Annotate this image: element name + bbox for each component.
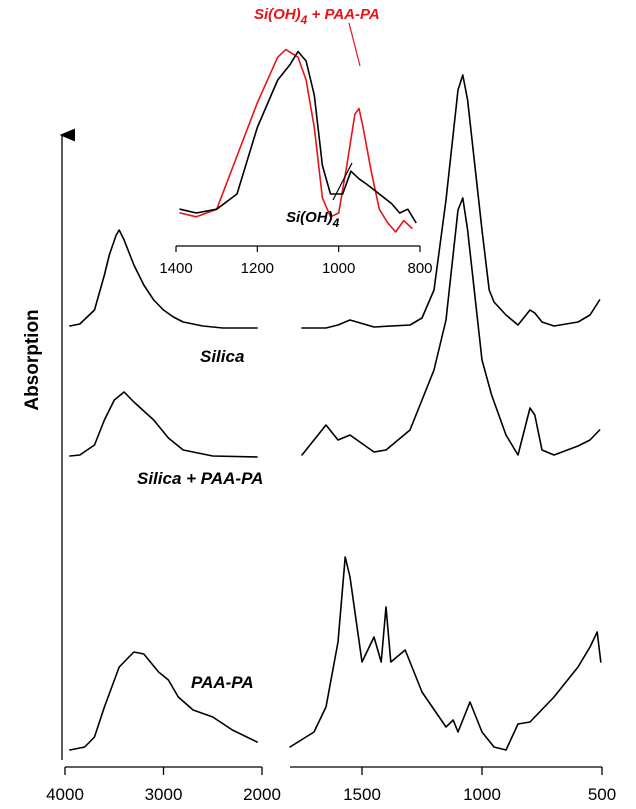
inset-x-tick-label-1400: 1400: [159, 260, 192, 277]
inset-x-tick-label-1000: 1000: [322, 260, 355, 277]
series-line-paa-pa-low: [289, 556, 602, 751]
series-label-silica: Silica: [200, 347, 244, 366]
y-axis-label: Absorption: [22, 309, 43, 410]
series-line-silica-low: [301, 74, 601, 329]
series-label-silica-paa: Silica + PAA-PA: [137, 469, 263, 488]
inset-label-black-pointer: [332, 162, 353, 201]
inset-label-black-subscript: 4: [332, 216, 340, 230]
x-tick-label-2000: 2000: [243, 785, 281, 804]
series-label-paa: PAA-PA: [191, 673, 254, 692]
inset-label-red-pointer: [348, 22, 361, 67]
inset-chart: 1400 1200 1000 800 Si(OH)4 + PAA-PA Si(OH)4: [159, 6, 432, 277]
inset-label-red-subscript: 4: [300, 13, 308, 27]
x-axis: 4000 3000 2000 1500 1000 500: [46, 766, 616, 804]
series-line-paa-pa-high: [69, 651, 258, 751]
x-tick-label-3000: 3000: [145, 785, 183, 804]
inset-label-red: Si(OH)4 + PAA-PA: [254, 6, 380, 27]
series-line-silica-high: [69, 229, 258, 329]
inset-x-tick-label-1200: 1200: [241, 260, 274, 277]
main-spectra: [69, 74, 602, 751]
inset-series-line-si-oh-4: [179, 50, 417, 224]
x-tick-label-4000: 4000: [46, 785, 84, 804]
inset-background: [170, 20, 430, 252]
inset-x-tick-label-800: 800: [407, 260, 432, 277]
inset-series-line-si-oh-4-paa-pa: [179, 48, 413, 233]
inset-label-black: Si(OH)4: [286, 209, 340, 230]
series-line-silica-paa-pa-high: [69, 391, 258, 458]
inset-spectra: [179, 48, 417, 233]
x-tick-label-1000: 1000: [463, 785, 501, 804]
x-tick-label-500: 500: [588, 785, 616, 804]
series-line-silica-paa-pa-low: [301, 197, 601, 456]
x-tick-label-1500: 1500: [343, 785, 381, 804]
